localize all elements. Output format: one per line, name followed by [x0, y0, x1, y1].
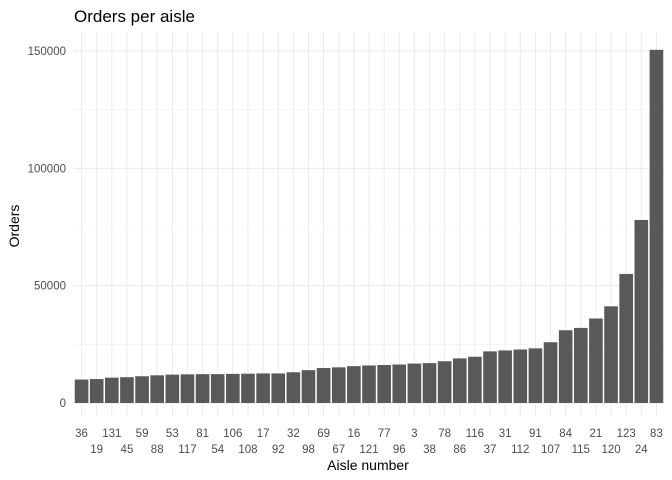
- bar-aisle-98: [301, 370, 316, 403]
- bar-aisle-59: [135, 376, 149, 403]
- x-tick-label: 69: [317, 428, 330, 440]
- bar-aisle-45: [120, 377, 134, 403]
- x-tick-label: 77: [378, 428, 391, 440]
- x-tick-label: 54: [211, 444, 224, 456]
- x-tick-label: 67: [332, 444, 345, 456]
- x-tick-label: 116: [466, 428, 484, 440]
- bar-aisle-21: [589, 318, 603, 403]
- x-tick-label: 84: [559, 428, 572, 440]
- bar-aisle-91: [528, 348, 543, 403]
- x-tick-label: 112: [511, 444, 529, 456]
- bar-aisle-31: [498, 350, 512, 403]
- bar-aisle-54: [210, 374, 225, 403]
- x-tick-label: 115: [572, 444, 590, 456]
- x-tick-label: 32: [287, 428, 300, 440]
- y-tick-label: 100000: [28, 163, 66, 175]
- x-tick-label: 17: [257, 428, 270, 440]
- bar-aisle-123: [619, 273, 633, 403]
- y-tick-label: 50000: [34, 281, 66, 293]
- x-tick-label: 92: [272, 444, 285, 456]
- x-tick-label: 83: [650, 428, 663, 440]
- bar-aisle-36: [74, 379, 89, 403]
- x-tick-label: 45: [121, 444, 134, 456]
- bar-aisle-32: [286, 372, 301, 403]
- x-tick-label: 16: [347, 428, 360, 440]
- bar-aisle-131: [105, 377, 119, 403]
- x-tick-label: 37: [484, 444, 497, 456]
- bar-aisle-88: [150, 375, 165, 403]
- y-tick-label: 150000: [28, 46, 66, 58]
- x-tick-label: 88: [151, 444, 164, 456]
- bar-aisle-120: [604, 306, 618, 403]
- y-tick-labels: 0 50000 100000 150000: [28, 46, 66, 410]
- bar-aisle-81: [195, 374, 210, 403]
- bar-aisle-78: [437, 361, 452, 403]
- bar-aisle-84: [558, 330, 573, 403]
- bar-aisle-117: [180, 374, 195, 403]
- bar-aisle-77: [377, 364, 391, 403]
- chart-title: Orders per aisle: [74, 7, 195, 26]
- x-tick-label: 108: [238, 444, 257, 456]
- bar-aisle-17: [256, 373, 270, 403]
- x-tick-label: 3: [411, 428, 417, 440]
- x-tick-label: 123: [617, 428, 636, 440]
- bar-aisle-16: [347, 366, 361, 403]
- x-tick-label: 81: [196, 428, 209, 440]
- x-tick-label: 36: [75, 428, 88, 440]
- bar-aisle-37: [483, 351, 497, 403]
- x-tick-label: 86: [453, 444, 466, 456]
- bar-aisle-92: [271, 373, 286, 403]
- x-tick-label: 24: [635, 444, 648, 456]
- x-tick-label: 21: [590, 428, 603, 440]
- y-axis-title: Orders: [6, 205, 22, 248]
- bar-aisle-3: [407, 363, 422, 403]
- x-tick-label: 120: [601, 444, 620, 456]
- x-tick-label: 106: [223, 428, 242, 440]
- bar-aisle-38: [422, 363, 437, 403]
- bar-aisle-121: [362, 365, 376, 403]
- x-tick-label: 91: [529, 428, 542, 440]
- x-tick-label: 59: [136, 428, 149, 440]
- x-tick-label: 107: [541, 444, 560, 456]
- bar-aisle-86: [452, 358, 467, 403]
- x-tick-label: 78: [438, 428, 451, 440]
- y-tick-label: 0: [60, 398, 66, 410]
- x-tick-label: 38: [423, 444, 436, 456]
- bar-aisle-96: [392, 364, 407, 403]
- bars: [74, 49, 664, 404]
- bar-aisle-108: [241, 373, 255, 403]
- x-tick-label: 98: [302, 444, 315, 456]
- bar-aisle-53: [165, 374, 180, 403]
- bar-aisle-107: [543, 342, 558, 403]
- x-tick-label: 121: [359, 444, 378, 456]
- x-tick-label: 31: [499, 428, 512, 440]
- x-tick-label: 19: [90, 444, 103, 456]
- bar-aisle-24: [634, 219, 649, 403]
- x-tick-label: 53: [166, 428, 179, 440]
- bar-aisle-19: [89, 379, 104, 403]
- bar-aisle-106: [226, 373, 240, 403]
- bar-aisle-116: [468, 356, 482, 403]
- x-tick-label: 96: [393, 444, 406, 456]
- x-tick-label: 131: [102, 428, 121, 440]
- bar-aisle-112: [513, 349, 528, 403]
- bar-aisle-67: [331, 367, 346, 403]
- bar-aisle-83: [649, 49, 664, 404]
- x-tick-label: 117: [178, 444, 196, 456]
- bar-aisle-69: [316, 368, 331, 403]
- x-axis-title: Aisle number: [327, 457, 409, 473]
- bar-aisle-115: [573, 327, 588, 403]
